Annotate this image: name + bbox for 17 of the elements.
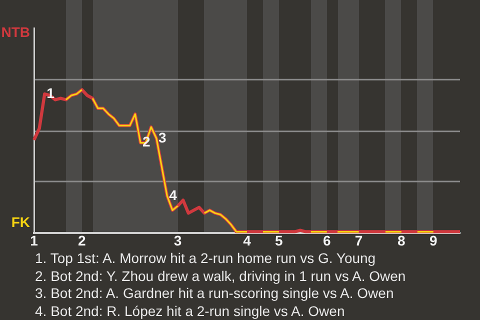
x-tick-label: 4 [243, 232, 252, 248]
x-tick-label: 2 [78, 232, 86, 248]
text: 3. Bot 2nd: A. Gardner hit a run-scoring single vs A. Owen [35, 285, 395, 302]
text: FK [11, 214, 30, 230]
x-tick-label: 6 [322, 232, 331, 248]
x-tick-label: 8 [398, 232, 406, 248]
x-tick-label: 1 [30, 232, 38, 248]
text: 2. Bot 2nd: Y. Zhou drew a walk, driving in 1 run vs A. Owen [35, 268, 407, 285]
annotation: 4 [169, 186, 178, 203]
x-tick-label: 7 [354, 232, 363, 248]
text: 1. Top 1st: A. Morrow hit a 2-run home run vs G. Young [35, 250, 377, 268]
text: 4. Bot 2nd: R. López hit a 2-run single vs A. Owen [35, 302, 346, 320]
annotation: 3 [158, 129, 166, 146]
x-tick-label: 5 [275, 232, 284, 248]
x-tick-label: 3 [174, 232, 182, 248]
text: NTB [1, 24, 30, 40]
x-tick-label: 9 [429, 232, 438, 248]
